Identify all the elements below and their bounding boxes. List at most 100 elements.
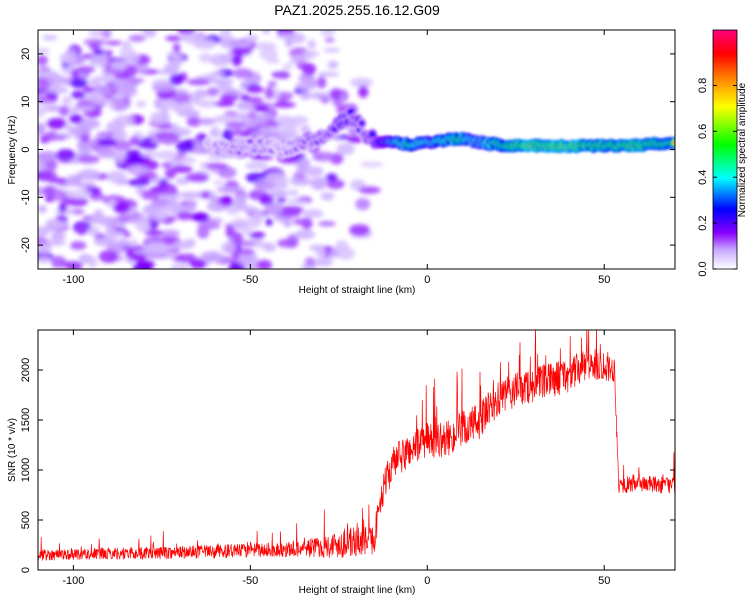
noise-blob	[185, 200, 197, 213]
noise-blob	[288, 177, 310, 185]
noise-blob	[69, 113, 83, 124]
noise-blob	[193, 40, 214, 46]
noise-blob	[178, 191, 202, 199]
noise-blob	[177, 30, 196, 35]
noise-blob	[171, 165, 193, 174]
noise-blob	[282, 63, 293, 70]
noise-blob	[38, 256, 52, 264]
noise-blob	[358, 85, 369, 98]
colorbar-tick-label: 0.8	[697, 78, 709, 93]
noise-blob	[172, 42, 181, 53]
spectrogram-x-axis: -100 -50 0 50	[62, 30, 610, 286]
noise-blob	[349, 224, 371, 236]
spectrogram-x-tick-label: 50	[598, 274, 610, 286]
noise-blob	[45, 218, 62, 231]
noise-blob	[113, 99, 126, 112]
spectrogram-y-tick-label: 10	[20, 96, 32, 108]
noise-blob	[314, 257, 333, 267]
snr-y-tick-label: 2000	[20, 358, 32, 382]
noise-blob	[158, 132, 181, 145]
noise-blob	[220, 241, 237, 254]
noise-blob	[237, 240, 257, 247]
noise-blob	[127, 178, 151, 187]
noise-blob	[317, 71, 340, 77]
spectrogram-y-tick-label: -20	[20, 237, 32, 253]
noise-blob	[195, 100, 219, 108]
snr-y-axis: 0 500 1000 1500 2000	[20, 358, 675, 573]
noise-blob	[90, 54, 108, 65]
noise-blob	[327, 60, 339, 69]
noise-blob	[246, 215, 262, 228]
snr-y-tick-label: 0	[20, 567, 32, 573]
noise-blob	[165, 35, 183, 42]
noise-blob	[98, 250, 119, 263]
noise-blob	[65, 197, 89, 207]
noise-blob	[65, 174, 80, 187]
noise-blob	[312, 151, 336, 162]
noise-blob	[206, 88, 220, 95]
noise-blob	[69, 78, 88, 89]
noise-blob	[50, 232, 66, 240]
spectrogram-y-tick-label: 20	[20, 48, 32, 60]
noise-blob	[102, 68, 124, 75]
noise-blob	[46, 118, 67, 130]
noise-blob	[355, 198, 371, 211]
noise-blob	[320, 30, 335, 37]
noise-blob	[233, 40, 252, 49]
noise-blob	[296, 165, 308, 173]
noise-blob	[140, 30, 152, 34]
noise-blob	[315, 247, 326, 258]
noise-blob	[256, 259, 273, 269]
noise-blob	[129, 136, 140, 146]
noise-blob	[106, 120, 125, 134]
snr-x-tick-label: 0	[424, 575, 430, 587]
colorbar-tick-label: 0.6	[697, 124, 709, 139]
spectrogram-noise	[38, 30, 384, 269]
spectrogram-x-tick-label: -50	[242, 274, 258, 286]
noise-blob	[262, 30, 271, 34]
snr-y-tick-label: 1000	[20, 458, 32, 482]
noise-blob	[77, 140, 96, 151]
noise-blob	[358, 186, 381, 194]
noise-blob	[184, 238, 196, 246]
noise-blob	[42, 34, 58, 41]
noise-blob	[217, 166, 237, 179]
noise-blob	[332, 100, 342, 107]
noise-blob	[318, 220, 336, 227]
noise-blob	[191, 140, 207, 154]
noise-blob	[76, 225, 86, 236]
noise-blob	[105, 40, 123, 46]
noise-blob	[346, 135, 363, 144]
snr-series-line	[38, 330, 675, 561]
noise-blob	[254, 104, 269, 113]
noise-blob	[237, 248, 255, 255]
noise-blob	[176, 211, 194, 221]
noise-blob	[289, 115, 309, 125]
noise-blob	[329, 249, 340, 259]
ridge-core	[672, 140, 675, 145]
noise-blob	[38, 124, 46, 137]
snr-y-tick-label: 1500	[20, 408, 32, 432]
noise-blob	[320, 191, 335, 201]
spectrogram-x-label: Height of straight line (km)	[299, 285, 416, 296]
noise-blob	[307, 39, 317, 50]
noise-blob	[300, 90, 312, 100]
snr-x-tick-label: 50	[598, 575, 610, 587]
noise-blob	[135, 219, 151, 233]
noise-blob	[253, 180, 276, 192]
noise-blob	[186, 78, 211, 86]
noise-blob	[140, 151, 158, 158]
noise-blob	[267, 80, 278, 87]
noise-blob	[155, 150, 179, 160]
noise-blob	[240, 79, 250, 89]
spectrogram-y-tick-label: -10	[20, 189, 32, 205]
snr-frame	[37, 329, 676, 571]
noise-blob	[123, 64, 138, 77]
noise-blob	[275, 114, 294, 126]
noise-blob	[135, 100, 147, 108]
noise-blob	[349, 77, 374, 88]
noise-blob	[58, 105, 70, 117]
noise-blob	[38, 70, 59, 79]
